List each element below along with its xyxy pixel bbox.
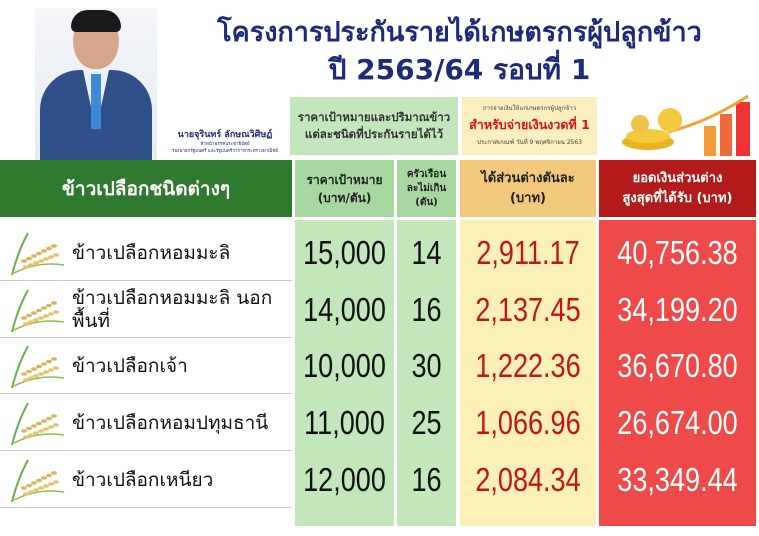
target-price: 10,000 [303, 347, 386, 384]
page-subtitle: ปี 2563/64 รอบที่ 1 [328, 53, 591, 86]
row-divider [0, 507, 292, 508]
rice-stalk-icon [11, 402, 65, 446]
column-bg [460, 220, 596, 526]
page-title: โครงการประกันรายได้เกษตรกรผู้ปลูกข้าว [217, 17, 702, 48]
max-total: 36,670.80 [617, 347, 738, 384]
rice-stalk-icon [11, 289, 65, 333]
table-row: ข้าวเปลือกเหนียว 12,000 16 2,084.34 33,3… [0, 452, 759, 508]
person-name: นายจุรินทร์ ลักษณวิศิษฏ์ [177, 130, 273, 140]
header-text: ละไม่เกิน [406, 182, 447, 194]
header-target-price: ราคาเป้าหมาย (บาท/ตัน) [295, 160, 394, 217]
target-info-box: ราคาเป้าหมายและปริมาณข้าวแต่ละชนิดที่ประ… [290, 97, 458, 155]
target-price: 12,000 [303, 461, 386, 498]
diff-per-ton: 1,066.96 [475, 404, 581, 441]
table-row: ข้าวเปลือกหอมปทุมธานี 11,000 25 1,066.96… [0, 395, 759, 451]
rice-type-name: ข้าวเปลือกหอมมะลิ นอกพื้นที่ [72, 287, 273, 332]
max-tons: 14 [411, 234, 442, 271]
box-text: การจ่ายเงินให้แก่เกษตรกรผู้ปลูกข้าว [482, 105, 577, 112]
row-divider [0, 450, 292, 451]
box-text: ราคาเป้าหมายและปริมาณข้าว [297, 110, 451, 124]
rice-type-name: ข้าวเปลือกหอมปทุมธานี [72, 411, 269, 434]
row-divider [0, 337, 292, 338]
header-text: (บาท) [509, 190, 546, 206]
row-divider [0, 393, 292, 394]
max-tons: 16 [411, 461, 442, 498]
header-text: (ตัน) [415, 196, 438, 208]
max-total: 40,756.38 [617, 234, 738, 271]
header-text: ราคาเป้าหมาย [306, 172, 383, 187]
header-text: ยอดเงินส่วนต่าง [632, 170, 723, 186]
minister-photo [35, 8, 157, 160]
header-diff-per-ton: ได้ส่วนต่างตันละ (บาท) [460, 160, 596, 217]
target-price: 15,000 [303, 234, 386, 271]
rice-stalk-icon [11, 232, 65, 276]
rice-type-name: ข้าวเปลือกหอมมะลิ [72, 241, 231, 264]
header-max-total: ยอดเงินส่วนต่างสูงสุดที่ได้รับ (บาท) [599, 160, 756, 217]
rice-type-name: ข้าวเปลือกเจ้า [72, 354, 188, 377]
table-row: ข้าวเปลือกเจ้า 10,000 30 1,222.36 36,670… [0, 338, 759, 394]
rice-stalk-icon [11, 345, 65, 389]
max-total: 26,674.00 [617, 404, 738, 441]
column-bg [397, 220, 456, 526]
column-bg [295, 220, 394, 526]
target-price: 11,000 [304, 404, 385, 441]
column-bg [599, 220, 756, 526]
box-text: แต่ละชนิดที่ประกันรายได้ไว้ [304, 127, 444, 141]
max-tons: 30 [411, 347, 442, 384]
header-text: (บาท/ตัน) [317, 190, 372, 205]
header-text: สูงสุดที่ได้รับ (บาท) [622, 190, 733, 206]
diff-per-ton: 1,222.36 [475, 347, 581, 384]
person-role: หัวหน้าพรรคประชาธิปัตย์ [200, 142, 250, 147]
rice-stalk-icon [11, 459, 65, 503]
table-row: ข้าวเปลือกหอมมะลิ นอกพื้นที่ 14,000 16 2… [0, 282, 759, 338]
header-text: ครัวเรือน [406, 168, 447, 180]
target-price: 14,000 [303, 291, 386, 328]
row-divider [0, 280, 292, 281]
max-tons: 25 [411, 404, 442, 441]
payment-info-box: การจ่ายเงินให้แก่เกษตรกรผู้ปลูกข้าวสำหรั… [462, 97, 597, 155]
coins-chart-icon [622, 94, 750, 156]
diff-per-ton: 2,137.45 [475, 291, 581, 328]
box-date: ประกาศเกณฑ์ วันที่ 9 พฤศจิกายน 2563 [477, 139, 582, 146]
rice-type-name: ข้าวเปลือกเหนียว [72, 468, 214, 491]
header-tons: ครัวเรือนละไม่เกิน (ตัน) [397, 160, 456, 217]
max-total: 33,349.44 [617, 461, 738, 498]
diff-per-ton: 2,911.17 [476, 234, 580, 271]
table-row: ข้าวเปลือกหอมมะลิ 15,000 14 2,911.17 40,… [0, 225, 759, 281]
person-role: รองนายกรัฐมนตรี และรัฐมนตรีว่าการกระทรวง… [171, 149, 279, 154]
header-text: ได้ส่วนต่างตันละ [481, 170, 575, 186]
diff-per-ton: 2,084.34 [475, 461, 581, 498]
header-rice-type: ข้าวเปลือกชนิดต่างๆ [0, 160, 292, 217]
box-text: สำหรับจ่ายเงินงวดที่ 1 [469, 117, 590, 132]
max-total: 34,199.20 [617, 291, 738, 328]
max-tons: 16 [411, 291, 442, 328]
